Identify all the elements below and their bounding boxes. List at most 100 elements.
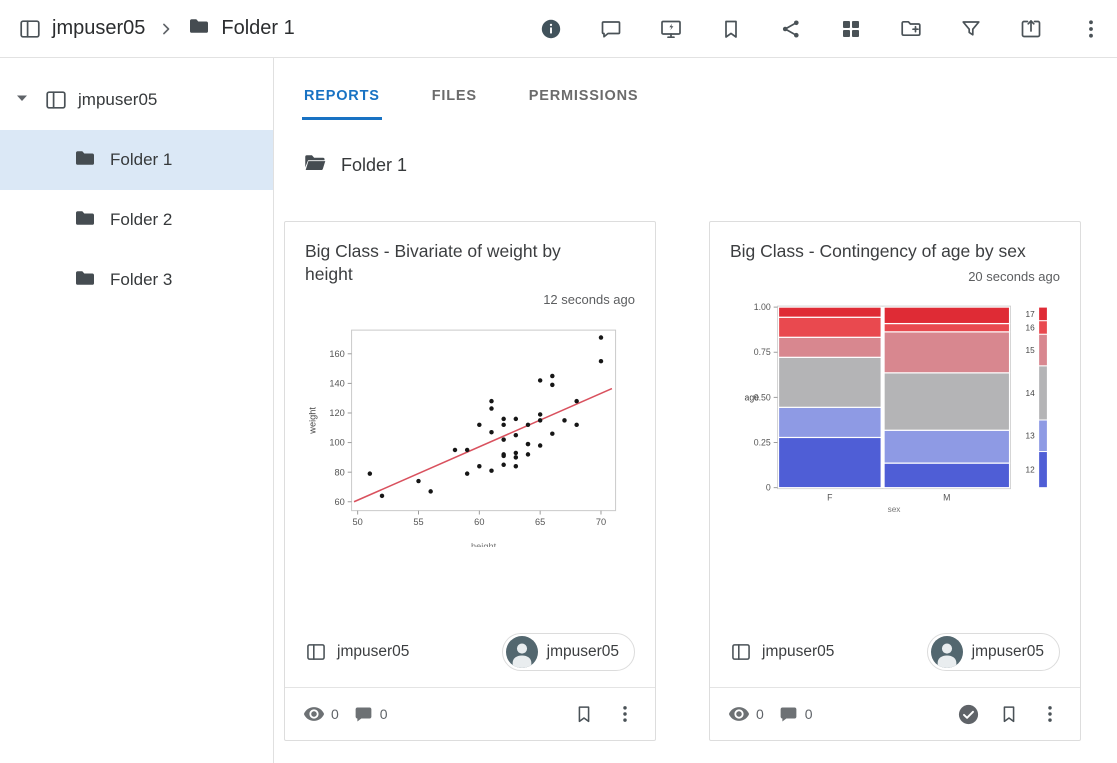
breadcrumb-root[interactable]: jmpuser05 xyxy=(18,17,145,41)
views-count: 0 xyxy=(331,706,339,722)
svg-text:1.00: 1.00 xyxy=(754,302,771,312)
svg-text:0.75: 0.75 xyxy=(754,347,771,357)
comment-bubble-icon xyxy=(601,20,621,38)
folder-open-icon xyxy=(302,150,328,181)
sidebar-item-folder-3[interactable]: Folder 3 xyxy=(0,250,273,310)
upload-button[interactable] xyxy=(1019,17,1043,41)
comments-button[interactable] xyxy=(599,17,623,41)
bookmark-button[interactable] xyxy=(997,702,1021,726)
kebab-icon xyxy=(1048,706,1052,722)
svg-text:60: 60 xyxy=(335,497,345,507)
owner-space-label: jmpuser05 xyxy=(762,643,835,660)
bookmark-icon xyxy=(1003,706,1015,723)
card-more-menu-button[interactable] xyxy=(613,702,637,726)
top-bar-actions xyxy=(539,17,1103,41)
svg-text:height: height xyxy=(471,542,497,548)
svg-text:weight: weight xyxy=(308,407,318,435)
svg-text:55: 55 xyxy=(413,517,423,527)
chevron-right-icon xyxy=(156,19,176,39)
new-folder-button[interactable] xyxy=(899,17,923,41)
svg-text:0.50: 0.50 xyxy=(754,392,771,402)
views-stat: 0 xyxy=(728,703,764,725)
folder-icon xyxy=(73,146,97,175)
publisher-chip[interactable]: jmpuser05 xyxy=(501,633,635,671)
space-icon xyxy=(305,641,327,663)
svg-text:age: age xyxy=(745,392,760,402)
eye-icon xyxy=(728,707,750,721)
svg-text:F: F xyxy=(827,492,832,502)
svg-text:0: 0 xyxy=(766,483,771,493)
svg-text:0.25: 0.25 xyxy=(754,438,771,448)
sidebar-item-root[interactable]: jmpuser05 xyxy=(0,70,273,130)
sidebar-folder-label: Folder 1 xyxy=(110,150,173,169)
tab-reports[interactable]: REPORTS xyxy=(302,80,382,120)
owner-space-chip[interactable]: jmpuser05 xyxy=(305,641,409,663)
report-thumbnail-scatter[interactable]: 50 55 60 65 70 60 80 100 120 140 160 weight height xyxy=(305,319,635,547)
report-card-grid: Big Class - Bivariate of weight by heigh… xyxy=(284,221,1117,741)
status-check-button[interactable] xyxy=(956,702,980,726)
main-content: REPORTS FILES PERMISSIONS Folder 1 Big C… xyxy=(274,58,1117,763)
owner-space-chip[interactable]: jmpuser05 xyxy=(730,641,834,663)
report-card[interactable]: Big Class - Bivariate of weight by heigh… xyxy=(284,221,656,741)
report-timestamp: 20 seconds ago xyxy=(968,269,1060,285)
comments-stat: 0 xyxy=(778,704,813,725)
publisher-chip[interactable]: jmpuser05 xyxy=(926,633,1060,671)
svg-text:70: 70 xyxy=(596,517,606,527)
grid-view-button[interactable] xyxy=(839,17,863,41)
space-icon xyxy=(44,88,68,112)
tab-files[interactable]: FILES xyxy=(431,88,477,104)
kebab-icon xyxy=(1089,19,1093,38)
sidebar-item-folder-1[interactable]: Folder 1 xyxy=(0,130,273,190)
svg-text:15: 15 xyxy=(1026,346,1036,355)
comments-stat: 0 xyxy=(353,704,388,725)
more-menu-button[interactable] xyxy=(1079,17,1103,41)
avatar xyxy=(930,636,963,668)
tab-bar: REPORTS FILES PERMISSIONS xyxy=(302,80,1117,120)
breadcrumb-current-label: Folder 1 xyxy=(221,17,295,39)
check-circle-icon xyxy=(958,704,978,724)
breadcrumb-root-label: jmpuser05 xyxy=(52,17,146,39)
tab-permissions[interactable]: PERMISSIONS xyxy=(528,88,639,104)
sidebar-item-folder-2[interactable]: Folder 2 xyxy=(0,190,273,250)
views-count: 0 xyxy=(756,706,764,722)
report-thumbnail-mosaic[interactable]: F M 0 0.25 0.50 0.75 1.00 age sex 12 13 14 15 16 17 xyxy=(730,296,1060,524)
bookmark-button[interactable] xyxy=(572,702,596,726)
space-icon xyxy=(18,17,42,41)
filter-button[interactable] xyxy=(959,17,983,41)
caret-down-icon[interactable] xyxy=(10,86,34,115)
info-button[interactable] xyxy=(539,17,563,41)
share-button[interactable] xyxy=(779,17,803,41)
folder-icon xyxy=(187,14,211,44)
kebab-icon xyxy=(623,706,627,722)
svg-text:50: 50 xyxy=(353,517,363,527)
views-stat: 0 xyxy=(303,703,339,725)
svg-text:sex: sex xyxy=(888,505,902,514)
present-screen-button[interactable] xyxy=(659,17,683,41)
top-bar: jmpuser05 Folder 1 xyxy=(0,0,1117,58)
monitor-zap-icon xyxy=(661,20,681,38)
report-title: Big Class - Bivariate of weight by heigh… xyxy=(305,241,561,285)
svg-text:12: 12 xyxy=(1026,466,1036,475)
svg-text:80: 80 xyxy=(335,467,345,477)
owner-space-label: jmpuser05 xyxy=(337,643,410,660)
arrow-up-box-icon xyxy=(1021,19,1041,37)
report-timestamp: 12 seconds ago xyxy=(543,292,635,308)
sidebar: jmpuser05 Folder 1 Folder 2 Folder 3 xyxy=(0,58,274,763)
breadcrumb-current[interactable]: Folder 1 xyxy=(187,14,295,44)
folder-icon xyxy=(73,266,97,295)
comment-filled-icon xyxy=(780,707,797,721)
avatar xyxy=(505,636,538,668)
report-title: Big Class - Contingency of age by sex xyxy=(730,241,1026,261)
apps-grid-icon xyxy=(843,20,859,37)
svg-text:120: 120 xyxy=(329,408,344,418)
report-card[interactable]: Big Class - Contingency of age by sex 20… xyxy=(709,221,1081,741)
svg-text:65: 65 xyxy=(535,517,545,527)
breadcrumb: jmpuser05 Folder 1 xyxy=(18,14,295,44)
card-more-menu-button[interactable] xyxy=(1038,702,1062,726)
bookmarks-button[interactable] xyxy=(719,17,743,41)
sidebar-folder-label: Folder 3 xyxy=(110,270,173,289)
svg-text:140: 140 xyxy=(329,379,344,389)
svg-text:14: 14 xyxy=(1026,389,1036,398)
comments-count: 0 xyxy=(804,706,813,722)
svg-text:100: 100 xyxy=(329,438,344,448)
